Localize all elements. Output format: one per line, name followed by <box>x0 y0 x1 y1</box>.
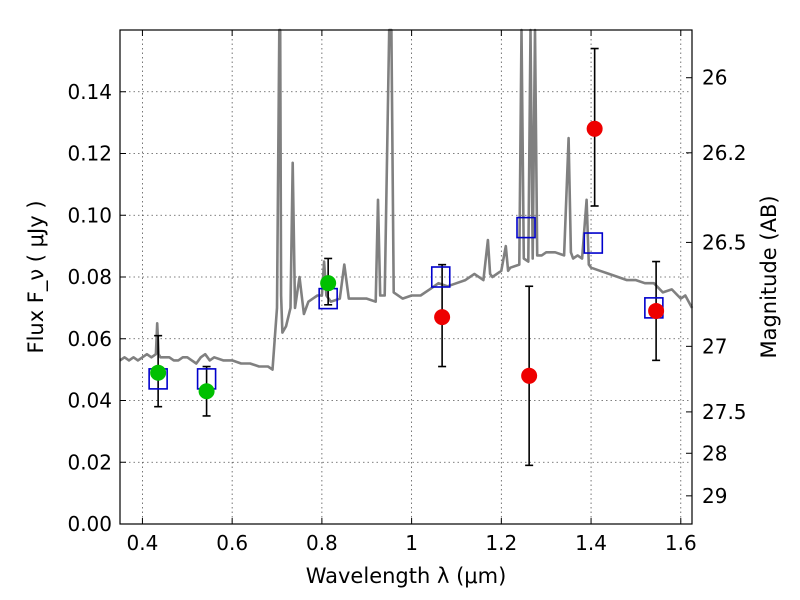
observed-point-marker <box>648 302 665 319</box>
observed-point-marker <box>586 120 603 137</box>
x-tick-label: 1.4 <box>575 531 607 555</box>
spectrum-series <box>119 28 694 371</box>
right-tick-label: 27 <box>702 334 727 358</box>
observed-point-marker <box>150 364 167 381</box>
x-tick-label: 0.4 <box>127 531 159 555</box>
x-tick-label: 1 <box>405 531 418 555</box>
right-tick-label: 26.2 <box>702 141 747 165</box>
right-tick-label: 26 <box>702 66 727 90</box>
x-tick-label: 1.2 <box>485 531 517 555</box>
observed-point-marker <box>521 367 538 384</box>
y-tick-label: 0.14 <box>67 80 112 104</box>
x-tick-label: 0.8 <box>306 531 338 555</box>
y-tick-label: 0.12 <box>67 142 112 166</box>
axis-ticks <box>120 30 692 525</box>
y-axis-label: Flux F_ν ( μJy ) <box>24 200 49 353</box>
observed-point-marker <box>198 383 215 400</box>
y-tick-label: 0.04 <box>67 389 112 413</box>
x-tick-label: 0.6 <box>216 531 248 555</box>
right-tick-label: 29 <box>702 484 727 508</box>
data-markers <box>148 120 665 400</box>
model-square-marker <box>430 266 451 288</box>
observed-point-marker <box>434 309 451 326</box>
y-tick-label: 0.08 <box>67 265 112 289</box>
x-tick-label: 1.6 <box>665 531 697 555</box>
spectrum-line <box>119 28 694 371</box>
model-square-marker <box>516 216 536 239</box>
right-tick-label: 27.5 <box>702 400 747 424</box>
y-tick-label: 0.06 <box>67 327 112 351</box>
observed-point-marker <box>320 275 337 292</box>
model-square-marker <box>583 232 604 254</box>
y-tick-label: 0.02 <box>67 450 112 474</box>
x-axis-label: Wavelength λ (μm) <box>306 564 507 588</box>
y-tick-label: 0.00 <box>67 512 112 536</box>
y-tick-label: 0.10 <box>67 203 112 227</box>
tick-labels: 0.4 0.6 0.8 1 1.2 1.4 1.6 0.00 0.02 0.04 0.06 0.08 0… <box>67 66 746 555</box>
right-tick-label: 26.5 <box>702 230 747 254</box>
y-axis-right-label: Magnitude (AB) <box>757 195 781 358</box>
right-tick-label: 28 <box>702 441 727 465</box>
